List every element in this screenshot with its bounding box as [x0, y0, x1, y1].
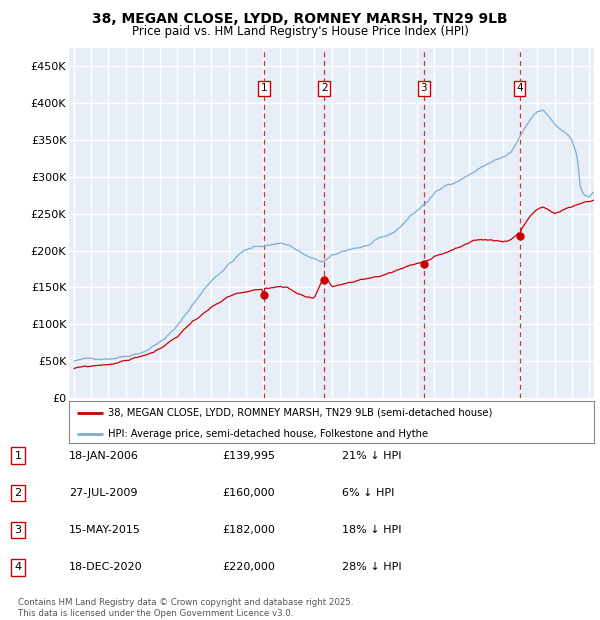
Text: 38, MEGAN CLOSE, LYDD, ROMNEY MARSH, TN29 9LB: 38, MEGAN CLOSE, LYDD, ROMNEY MARSH, TN2…	[92, 12, 508, 27]
Text: 3: 3	[14, 525, 22, 535]
Text: Contains HM Land Registry data © Crown copyright and database right 2025.
This d: Contains HM Land Registry data © Crown c…	[18, 598, 353, 618]
Text: 1: 1	[14, 451, 22, 461]
Text: 2: 2	[321, 83, 328, 93]
Text: 38, MEGAN CLOSE, LYDD, ROMNEY MARSH, TN29 9LB (semi-detached house): 38, MEGAN CLOSE, LYDD, ROMNEY MARSH, TN2…	[109, 407, 493, 417]
Text: 2: 2	[14, 488, 22, 498]
Text: 18-JAN-2006: 18-JAN-2006	[69, 451, 139, 461]
Text: 18% ↓ HPI: 18% ↓ HPI	[342, 525, 401, 535]
Text: £182,000: £182,000	[222, 525, 275, 535]
Text: 15-MAY-2015: 15-MAY-2015	[69, 525, 141, 535]
Text: 18-DEC-2020: 18-DEC-2020	[69, 562, 143, 572]
Text: 28% ↓ HPI: 28% ↓ HPI	[342, 562, 401, 572]
Text: HPI: Average price, semi-detached house, Folkestone and Hythe: HPI: Average price, semi-detached house,…	[109, 429, 428, 439]
Text: £139,995: £139,995	[222, 451, 275, 461]
Text: 4: 4	[516, 83, 523, 93]
Text: £160,000: £160,000	[222, 488, 275, 498]
Text: 3: 3	[421, 83, 427, 93]
Text: 4: 4	[14, 562, 22, 572]
Text: Price paid vs. HM Land Registry's House Price Index (HPI): Price paid vs. HM Land Registry's House …	[131, 25, 469, 38]
Text: 21% ↓ HPI: 21% ↓ HPI	[342, 451, 401, 461]
Text: 27-JUL-2009: 27-JUL-2009	[69, 488, 137, 498]
Text: 1: 1	[260, 83, 267, 93]
Text: 6% ↓ HPI: 6% ↓ HPI	[342, 488, 394, 498]
Text: £220,000: £220,000	[222, 562, 275, 572]
